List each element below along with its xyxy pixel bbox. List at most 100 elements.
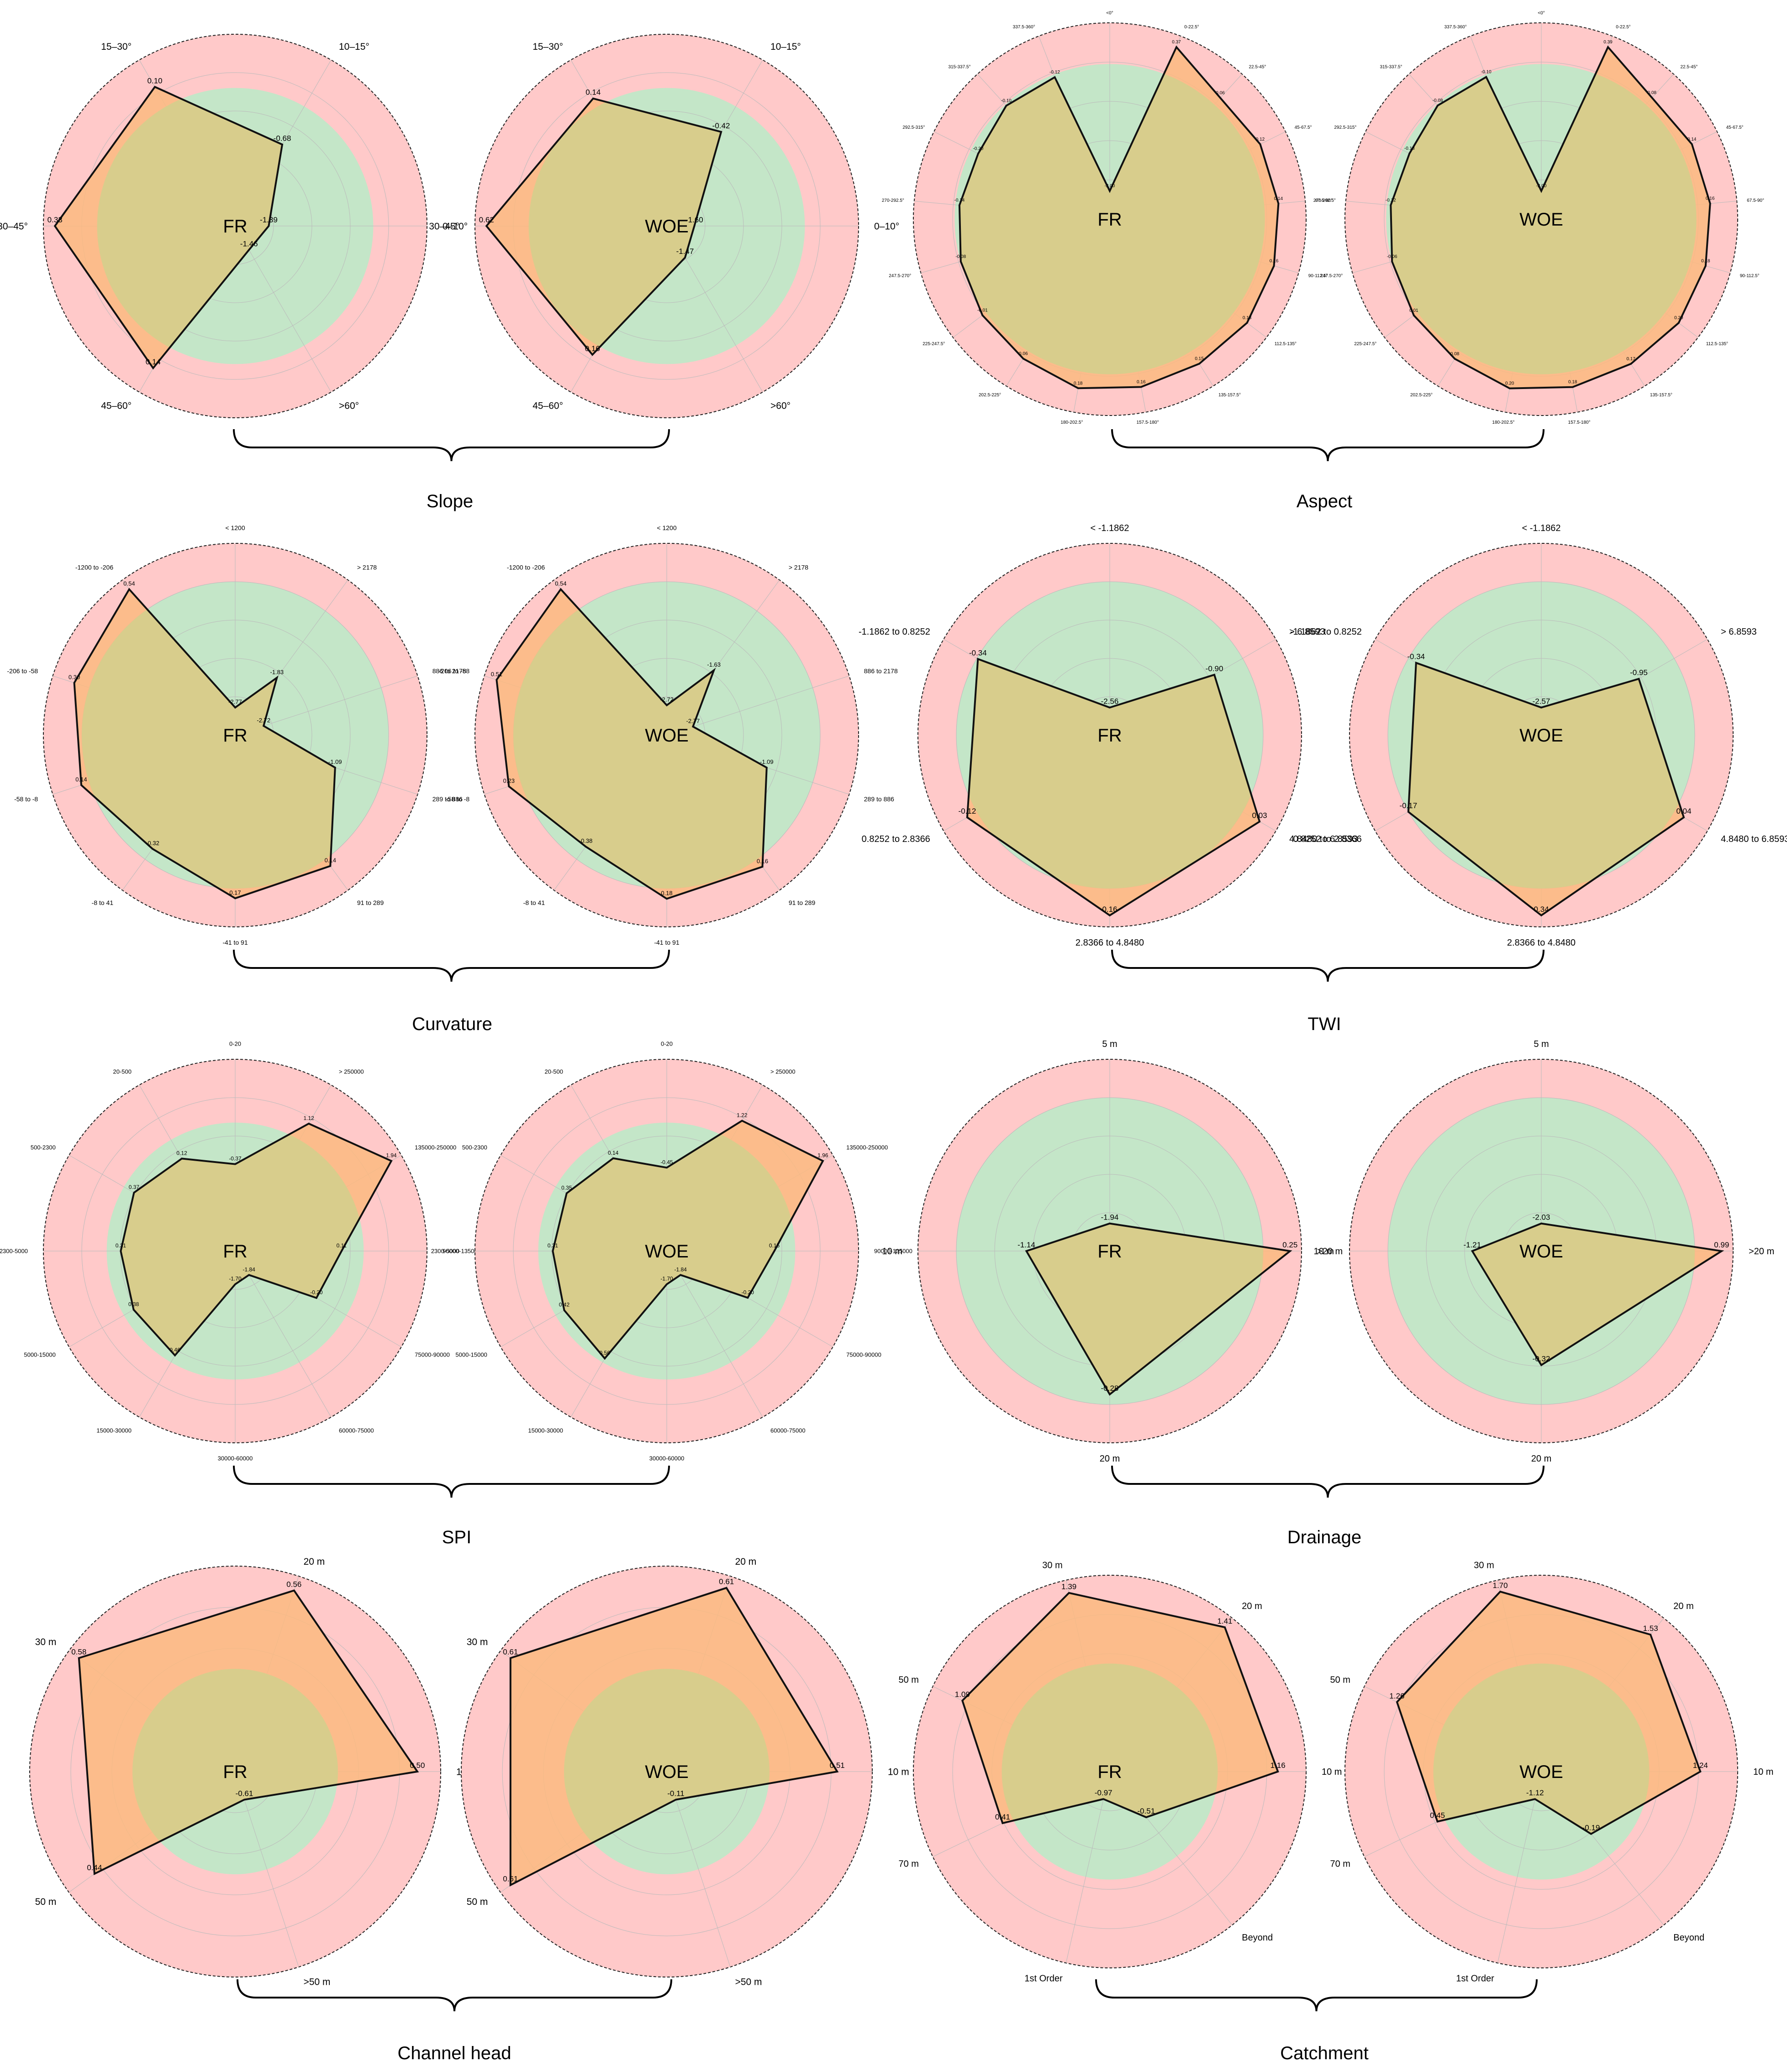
data-label: 0.30 (69, 673, 80, 680)
data-label: 0.61 (503, 1875, 518, 1883)
category-label: 0–10° (874, 221, 899, 231)
data-label: -2.00 (1536, 184, 1547, 189)
category-label: 315-337.5° (1380, 64, 1402, 69)
data-label: -1.60 (685, 216, 703, 224)
radar-aspect-woe: -2.00 0.39 0.08 0.14 0.16 0.18 0.20 0.17 0.18 0.2… (1313, 11, 1764, 425)
category-label: 886 to 2178 (864, 668, 898, 675)
category-label: 225-247.5° (922, 342, 945, 347)
data-label: 0.62 (479, 216, 494, 224)
data-label: -1.12 (1526, 1788, 1544, 1797)
value-line (1390, 45, 1711, 389)
category-label: 225-247.5° (1354, 342, 1376, 347)
data-label: 0.35 (561, 1184, 572, 1191)
value-area-inner (1026, 1223, 1263, 1394)
category-label: 135-157.5° (1650, 393, 1672, 398)
category-label: 500-2300 (462, 1144, 487, 1151)
chart-title: FR (223, 216, 247, 237)
radar-drainage-fr: -1.94 0.25 -0.28 -1.14 5 m >20 m 20 m 10 m FR (882, 1039, 1343, 1464)
value-line (120, 1122, 393, 1357)
category-label: >50 m (735, 1977, 762, 1988)
category-label: 30–45° (0, 221, 28, 231)
category-label: 30–45° (429, 221, 459, 231)
data-label: -0.11 (667, 1789, 685, 1798)
value-line (1407, 661, 1685, 917)
category-label: 30 m (35, 1637, 57, 1647)
value-line (73, 588, 336, 899)
category-label: 30 m (1474, 1561, 1494, 1571)
category-label: 10 m (1322, 1767, 1342, 1777)
caption-catchment: Catchment (1280, 2043, 1368, 2063)
data-label: 0.14 (608, 1150, 619, 1156)
data-label: 0.06 (1216, 90, 1225, 95)
category-label: 75000-90000 (415, 1352, 450, 1358)
grid-spoke (1065, 1771, 1110, 1963)
category-label: 0-22.5° (1184, 25, 1199, 30)
category-label: < 1200 (225, 524, 245, 531)
data-label: 0.99 (1714, 1241, 1729, 1249)
category-label: 90-112.5° (1308, 273, 1328, 279)
value-line (1396, 1590, 1702, 1835)
category-label: 289 to 886 (864, 795, 894, 803)
category-label: 337.5-360° (1444, 25, 1467, 30)
data-label: 0.14 (75, 776, 87, 783)
category-label: 15–30° (101, 42, 132, 52)
data-label: -1.39 (260, 216, 278, 224)
category-label: 5000-15000 (455, 1352, 487, 1358)
data-label: 0.37 (129, 1184, 140, 1190)
value-area-inner (1002, 1663, 1218, 1823)
category-label: 20 m (1531, 1454, 1551, 1464)
radar-twi-woe: -2.57 -0.95 0.04 0.34 -0.17 -0.34 < -1.1862 > 6… (1290, 523, 1787, 948)
category-label: 0-20 (229, 1041, 241, 1047)
radar-charts: -1.39 -0.68 0.10 0.33 0.14 -1.46 0–10° 10–15° 15… (0, 11, 1787, 1988)
value-area-inner (121, 1123, 364, 1356)
data-label: 1.09 (955, 1690, 970, 1699)
data-label: -0.42 (712, 121, 730, 130)
grid-spoke (235, 1771, 299, 1967)
caption-channel-head: Channel head (397, 2043, 511, 2063)
data-label: 1.70 (1493, 1581, 1508, 1590)
data-label: -0.51 (1137, 1807, 1155, 1815)
value-area-inner (564, 1669, 770, 1874)
data-label: 0.33 (47, 216, 63, 224)
category-label: 2.8366 to 4.8480 (1075, 938, 1144, 948)
category-label: -1.1862 to 0.8252 (1290, 627, 1362, 637)
data-label: -2.77 (686, 717, 700, 724)
category-label: 2300-5000 (0, 1248, 28, 1255)
chart-title: FR (223, 1241, 247, 1262)
data-label: 0.61 (503, 1647, 518, 1656)
data-label: 0.44 (87, 1863, 102, 1872)
category-label: 337.5-360° (1013, 25, 1035, 30)
category-label: 20 m (1242, 1601, 1262, 1611)
group-bracket (233, 1465, 670, 1498)
value-line (496, 588, 768, 900)
category-label: 70 m (1330, 1859, 1350, 1869)
data-label: 0.12 (176, 1150, 187, 1157)
category-label: 886 to 2178 (432, 668, 466, 675)
category-label: 91 to 289 (357, 899, 384, 906)
data-label: 0.18 (1243, 316, 1252, 321)
category-label: -1200 to -206 (507, 564, 545, 571)
data-label: 1.41 (1217, 1617, 1232, 1625)
category-label: -8 to 41 (523, 899, 545, 906)
data-label: 1.53 (1643, 1624, 1658, 1633)
caption-slope: Slope (427, 491, 473, 511)
data-label: 0.25 (1282, 1241, 1297, 1249)
group-bracket (1111, 949, 1545, 982)
grid-spoke (235, 675, 418, 736)
category-label: >50 m (304, 1977, 331, 1988)
category-label: 202.5-225° (1410, 393, 1433, 398)
grid-spoke (235, 1251, 332, 1417)
category-label: 15–30° (532, 42, 563, 52)
chart-title: FR (223, 726, 247, 746)
data-label: 0.04 (1676, 807, 1692, 815)
data-label: -1.09 (328, 758, 342, 765)
category-label: 135000-250000 (415, 1144, 456, 1151)
category-label: Beyond (1673, 1933, 1704, 1943)
data-label: 0.16 (1102, 905, 1117, 914)
data-label: 0.56 (286, 1580, 301, 1588)
value-area-inner (967, 659, 1260, 889)
data-label: -1.47 (676, 247, 694, 256)
data-label: -2.72 (257, 717, 270, 724)
category-label: < -1.1862 (1522, 523, 1560, 533)
